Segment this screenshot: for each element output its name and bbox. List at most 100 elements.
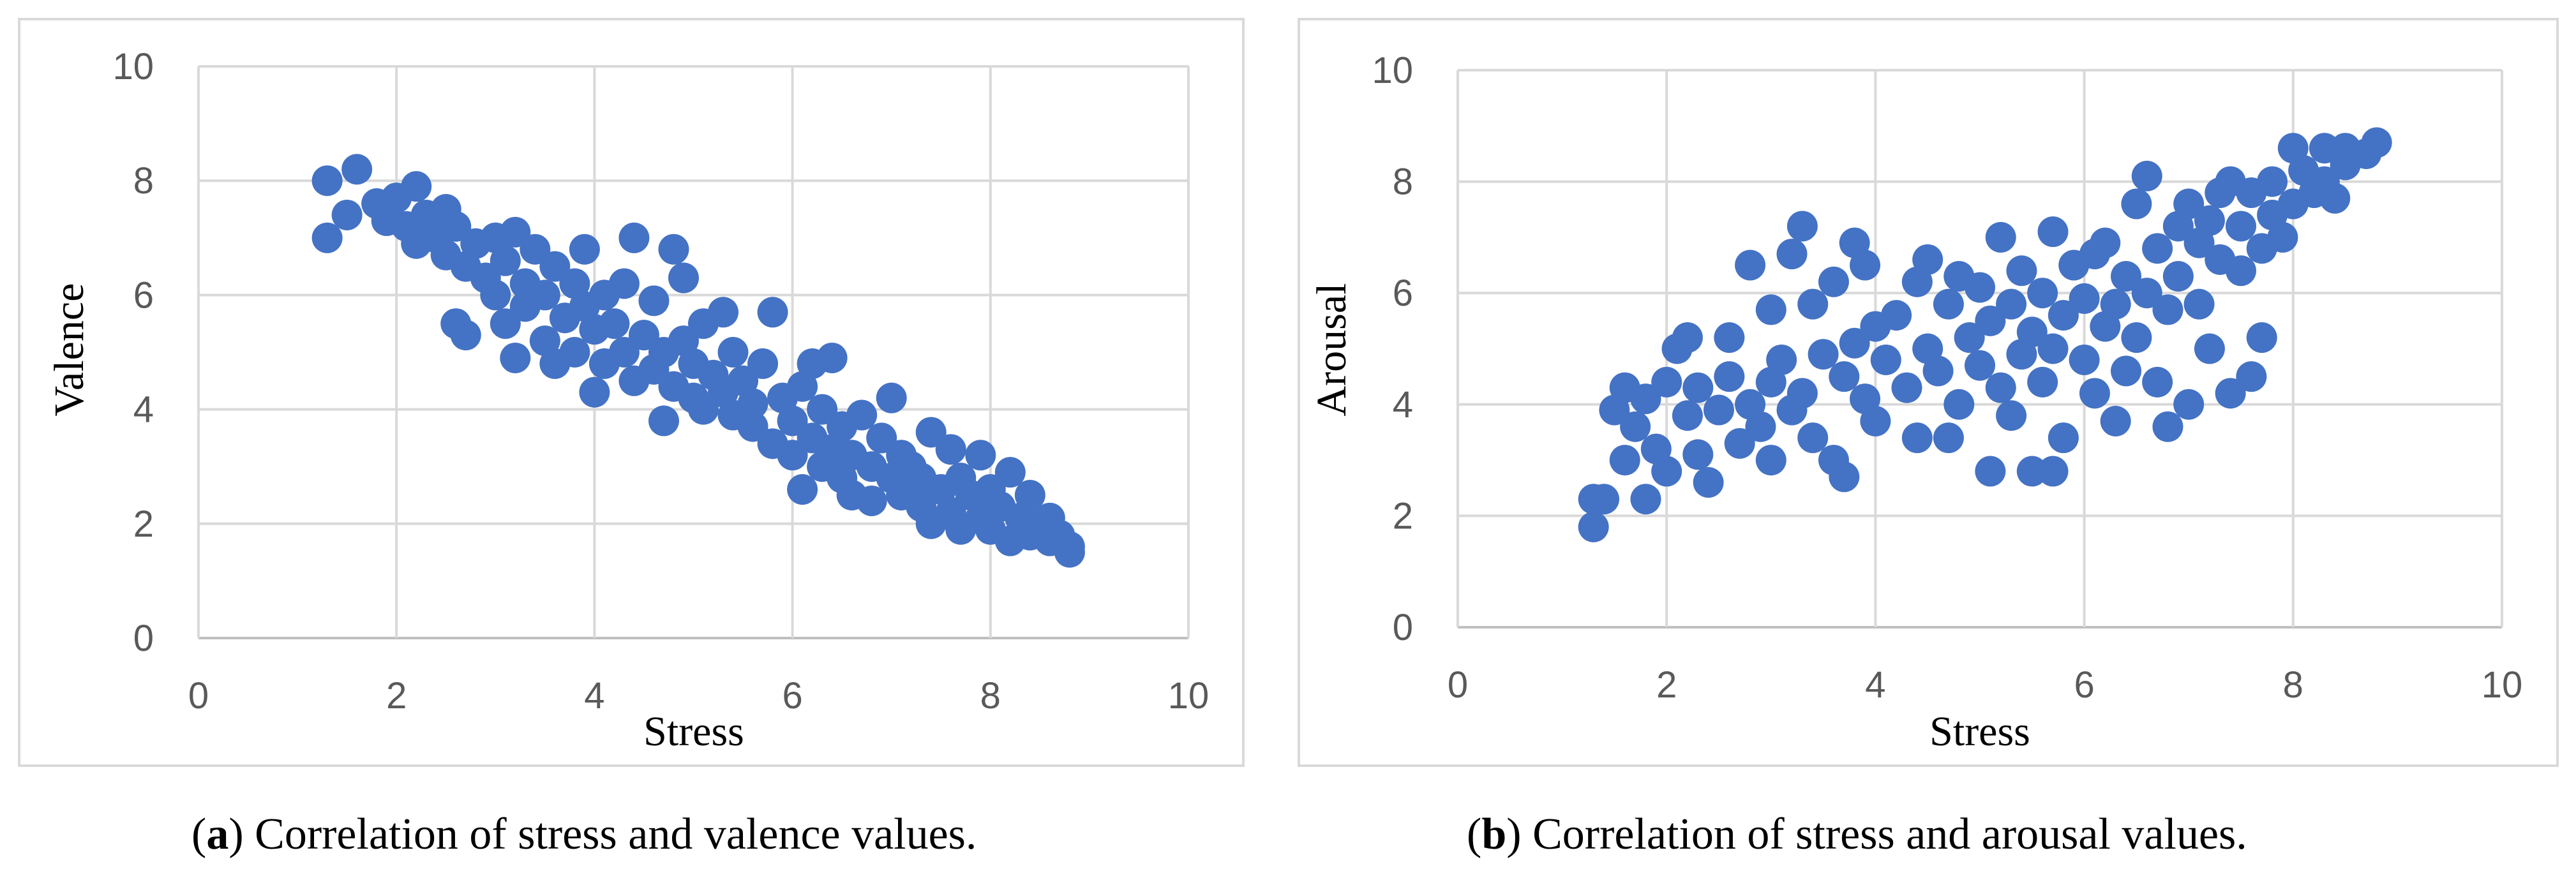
data-point xyxy=(1996,400,2026,431)
x-axis-title: Stress xyxy=(1929,708,2030,755)
y-tick-label: 4 xyxy=(1393,384,1413,426)
data-point xyxy=(1996,289,2026,320)
data-point xyxy=(2247,322,2277,353)
data-point xyxy=(1735,250,1765,281)
data-point xyxy=(1829,461,1859,492)
x-tick-label: 10 xyxy=(2482,664,2523,706)
data-point xyxy=(1891,373,1922,403)
data-point xyxy=(1714,322,1744,353)
data-point xyxy=(1756,445,1786,475)
data-point xyxy=(2257,167,2288,197)
data-point xyxy=(1808,339,1839,369)
caption-label: b xyxy=(1481,810,1506,859)
data-point xyxy=(1693,467,1724,498)
data-point xyxy=(1850,250,1880,281)
data-point xyxy=(1714,361,1744,392)
x-tick-label: 4 xyxy=(1865,664,1885,706)
data-point xyxy=(1965,350,1995,381)
data-point xyxy=(1672,400,1703,431)
data-point xyxy=(1620,412,1651,442)
figure-caption-b: (b) Correlation of stress and arousal va… xyxy=(1467,809,2247,860)
data-point xyxy=(2027,278,2058,308)
data-point xyxy=(2184,289,2215,320)
data-point xyxy=(2038,216,2069,247)
data-point xyxy=(1610,445,1640,475)
data-point xyxy=(1965,272,1995,302)
data-point xyxy=(2152,412,2183,442)
data-point xyxy=(1829,361,1859,392)
data-point xyxy=(2100,406,2131,436)
data-point xyxy=(1975,456,2005,487)
data-point xyxy=(2006,255,2037,286)
y-tick-label: 10 xyxy=(1372,50,1413,91)
data-point xyxy=(1651,367,1682,398)
caption-label: a xyxy=(206,810,228,859)
y-axis-title: Arousal xyxy=(1308,283,1355,417)
data-point xyxy=(2319,183,2350,214)
figure-caption-a: (a) Correlation of stress and valence va… xyxy=(191,809,977,860)
data-point xyxy=(1912,244,1943,275)
data-point xyxy=(2362,127,2392,158)
data-point xyxy=(1881,300,1912,331)
data-point xyxy=(1797,289,1828,320)
data-point xyxy=(2100,289,2131,320)
data-point xyxy=(2142,367,2173,398)
data-point xyxy=(1578,512,1609,542)
data-point xyxy=(1860,406,1891,436)
data-point xyxy=(1651,456,1682,487)
caption-text: Correlation of stress and arousal values… xyxy=(1522,810,2247,859)
data-point xyxy=(2111,355,2141,386)
caption-text: Correlation of stress and valence values… xyxy=(244,810,977,859)
data-point xyxy=(1589,484,1619,514)
data-point xyxy=(2142,233,2173,264)
x-tick-label: 0 xyxy=(1448,664,1468,706)
data-point xyxy=(2267,222,2298,253)
data-point xyxy=(1745,412,1776,442)
data-point xyxy=(2194,205,2225,236)
data-point xyxy=(1797,422,1828,453)
data-point xyxy=(2132,161,2162,191)
data-point xyxy=(2038,456,2069,487)
data-point xyxy=(2079,378,2110,408)
data-point xyxy=(1787,211,1818,241)
data-point xyxy=(1777,239,1808,269)
data-point xyxy=(1672,322,1703,353)
data-point xyxy=(2027,367,2058,398)
data-point xyxy=(2038,334,2069,364)
data-point xyxy=(2069,283,2100,314)
data-point xyxy=(1630,484,1661,514)
data-point xyxy=(2121,189,2152,220)
y-tick-label: 6 xyxy=(1393,272,1413,314)
data-point xyxy=(1933,289,1964,320)
data-point xyxy=(2173,389,2204,420)
data-point xyxy=(1933,422,1964,453)
data-point xyxy=(1871,345,1901,375)
data-point xyxy=(1818,267,1849,297)
data-point xyxy=(2121,322,2152,353)
data-point xyxy=(1923,355,1954,386)
data-point xyxy=(2152,294,2183,325)
data-point xyxy=(2163,261,2194,292)
data-point xyxy=(2226,255,2256,286)
data-point xyxy=(2090,228,2120,258)
data-point xyxy=(2048,422,2079,453)
data-point xyxy=(1943,389,1974,420)
data-point xyxy=(1756,294,1786,325)
data-point xyxy=(1787,378,1818,408)
x-tick-label: 8 xyxy=(2283,664,2303,706)
data-point xyxy=(1682,373,1713,403)
data-point xyxy=(1682,439,1713,470)
scatter-chart-b: 0 2 4 6 8 100246810 Stress Arousal xyxy=(0,0,2576,878)
y-tick-label: 2 xyxy=(1393,495,1413,537)
data-point xyxy=(2194,334,2225,364)
x-tick-label: 2 xyxy=(1656,664,1677,706)
data-point xyxy=(2226,211,2256,241)
data-point xyxy=(2236,361,2266,392)
x-tick-label: 6 xyxy=(2074,664,2094,706)
data-point xyxy=(2069,345,2100,375)
data-point xyxy=(1704,395,1734,426)
data-point xyxy=(1766,345,1797,375)
data-point xyxy=(1986,222,2016,253)
data-point xyxy=(1902,422,1933,453)
data-point xyxy=(1986,373,2016,403)
